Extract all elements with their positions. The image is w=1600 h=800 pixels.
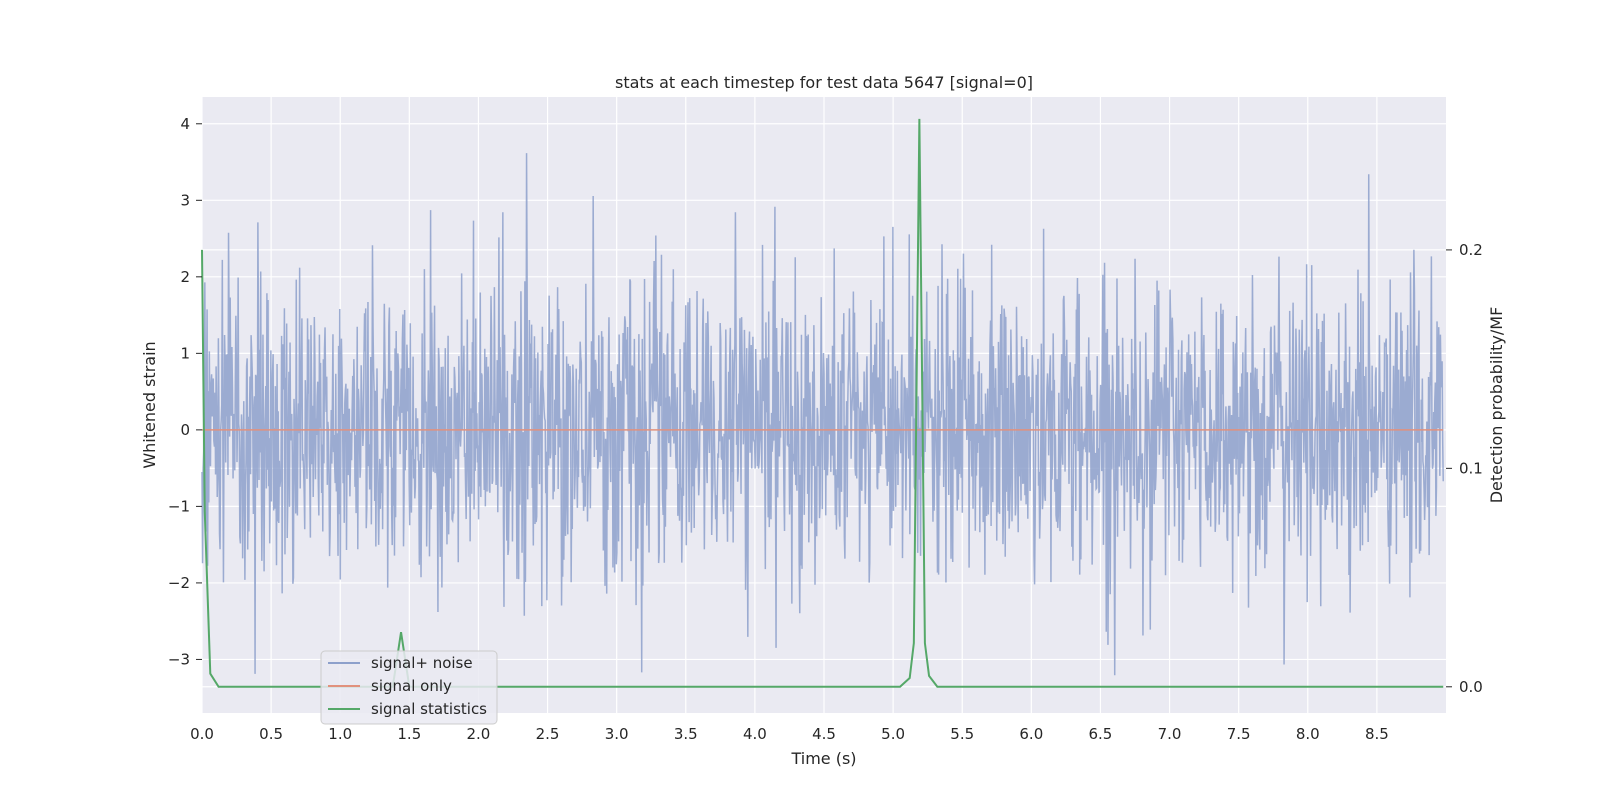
tick-labels: 0.0 0.5 1.0 1.5 2.0 2.5 3.0 3.5 4.0 4.5 5.0 5.5 6.0 6…	[168, 115, 1483, 743]
y-tick-label: −1	[168, 497, 190, 515]
y-tick-label: 4	[180, 115, 190, 133]
series-signal-noise	[201, 153, 1444, 676]
y2-axis-label: Detection probability/MF	[1487, 307, 1506, 504]
y2-tick-label: 0.0	[1459, 678, 1483, 696]
y-tick-label: −2	[168, 574, 190, 592]
legend: signal+ noise signal only signal statist…	[320, 650, 498, 725]
x-tick-label: 6.0	[1019, 725, 1043, 743]
x-axis-label: Time (s)	[790, 749, 856, 768]
legend-box	[320, 650, 498, 725]
x-tick-label: 8.5	[1365, 725, 1389, 743]
x-tick-label: 3.0	[605, 725, 629, 743]
x-tick-label: 3.5	[674, 725, 698, 743]
x-tick-label: 1.0	[328, 725, 352, 743]
legend-label-signal-only: signal only	[371, 677, 452, 695]
x-tick-label: 6.5	[1089, 725, 1113, 743]
legend-label-signal-noise: signal+ noise	[371, 654, 473, 672]
signal-noise-line	[201, 153, 1444, 676]
x-tick-label: 4.5	[812, 725, 836, 743]
x-tick-label: 7.5	[1227, 725, 1251, 743]
y2-tick-label: 0.1	[1459, 459, 1483, 477]
y-tick-label: 0	[180, 421, 190, 439]
x-tick-label: 5.5	[950, 725, 974, 743]
y-tick-label: −3	[168, 650, 190, 668]
y-axis-label: Whitened strain	[140, 341, 159, 468]
x-tick-label: 1.5	[397, 725, 421, 743]
signal-statistics-line	[201, 118, 1444, 688]
y-tick-label: 1	[180, 344, 190, 362]
y-tick-label: 3	[180, 191, 190, 209]
y-tick-label: 2	[180, 268, 190, 286]
x-tick-label: 5.0	[881, 725, 905, 743]
x-tick-label: 2.5	[536, 725, 560, 743]
x-tick-label: 0.0	[190, 725, 214, 743]
x-tick-label: 0.5	[259, 725, 283, 743]
x-tick-label: 4.0	[743, 725, 767, 743]
series-signal-statistics	[201, 118, 1444, 688]
y2-tick-label: 0.2	[1459, 241, 1483, 259]
x-tick-label: 7.0	[1158, 725, 1182, 743]
chart-title: stats at each timestep for test data 564…	[615, 73, 1033, 92]
x-tick-label: 8.0	[1296, 725, 1320, 743]
x-tick-label: 2.0	[467, 725, 491, 743]
legend-label-signal-statistics: signal statistics	[371, 700, 487, 718]
